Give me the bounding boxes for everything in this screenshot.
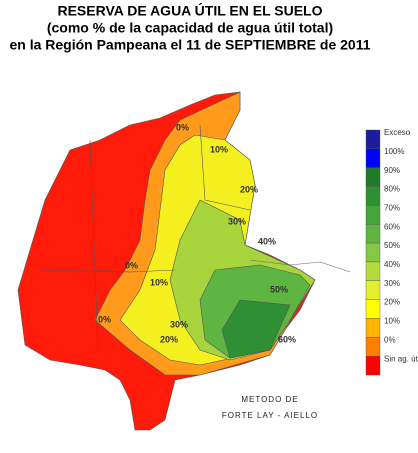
title-line: en la Región Pampeana el 11 de SEPTIEMBR… (9, 37, 370, 53)
legend-label: Sin ag. útil (384, 354, 418, 363)
legend-swatch (365, 129, 381, 150)
legend-label: Exceso (384, 128, 411, 137)
legend-label: 90% (384, 166, 400, 175)
legend-swatch (365, 261, 381, 281)
internal-borders (39, 124, 251, 376)
legend-label: 80% (384, 185, 400, 194)
legend-swatch (365, 186, 381, 206)
contour-label: 10% (150, 277, 168, 287)
contour-label: 10% (210, 144, 228, 154)
legend-label: 50% (384, 241, 400, 250)
footer: METODO DE FORTE LAY - AIELLO (222, 395, 318, 420)
title: RESERVA DE AGUA ÚTIL EN EL SUELO(como % … (9, 2, 370, 53)
legend-label: 70% (384, 203, 400, 212)
river (249, 259, 351, 273)
contour-label: 0% (98, 314, 111, 324)
contour-label: 30% (170, 319, 188, 329)
legend-swatch (365, 224, 381, 244)
contour-label: 0% (125, 260, 138, 270)
legend-label: 0% (384, 335, 396, 344)
title-line: RESERVA DE AGUA ÚTIL EN EL SUELO (57, 2, 322, 19)
legend-label: 40% (384, 260, 400, 269)
footer-line: METODO DE (241, 395, 298, 404)
footer-line: FORTE LAY - AIELLO (222, 411, 318, 420)
legend-swatch (365, 318, 381, 338)
map (17, 91, 351, 431)
title-line: (como % de la capacidad de agua útil tot… (47, 20, 333, 36)
contour-label: 60% (278, 334, 296, 344)
legend-label: 60% (384, 222, 400, 231)
legend-label: 10% (384, 317, 400, 326)
legend-swatch (365, 205, 381, 225)
legend-label: 20% (384, 298, 400, 307)
legend-label: 100% (384, 147, 404, 156)
region-darkgreen (221, 299, 291, 359)
legend-swatch (365, 242, 381, 263)
legend-swatch (365, 280, 381, 300)
legend: Exceso 100% 90% 80% 70% 60% 50% 40% 30% 20% 10% 0% S… (365, 128, 418, 376)
legend-swatch (365, 299, 381, 319)
contour-label: 40% (258, 236, 276, 246)
contour-label: 0% (176, 122, 189, 132)
legend-swatch (365, 337, 381, 357)
contour-label: 20% (160, 334, 178, 344)
legend-swatch (365, 355, 381, 376)
contour-label: 20% (240, 184, 258, 194)
legend-label: 30% (384, 279, 400, 288)
legend-swatch (365, 148, 381, 168)
legend-swatch (365, 167, 381, 187)
contour-labels: 0% 10% 20% 30% 40% 50% 60% 10% 0% 20% 30% 0% (98, 122, 296, 344)
contour-label: 50% (270, 284, 288, 294)
contour-label: 30% (228, 216, 246, 226)
